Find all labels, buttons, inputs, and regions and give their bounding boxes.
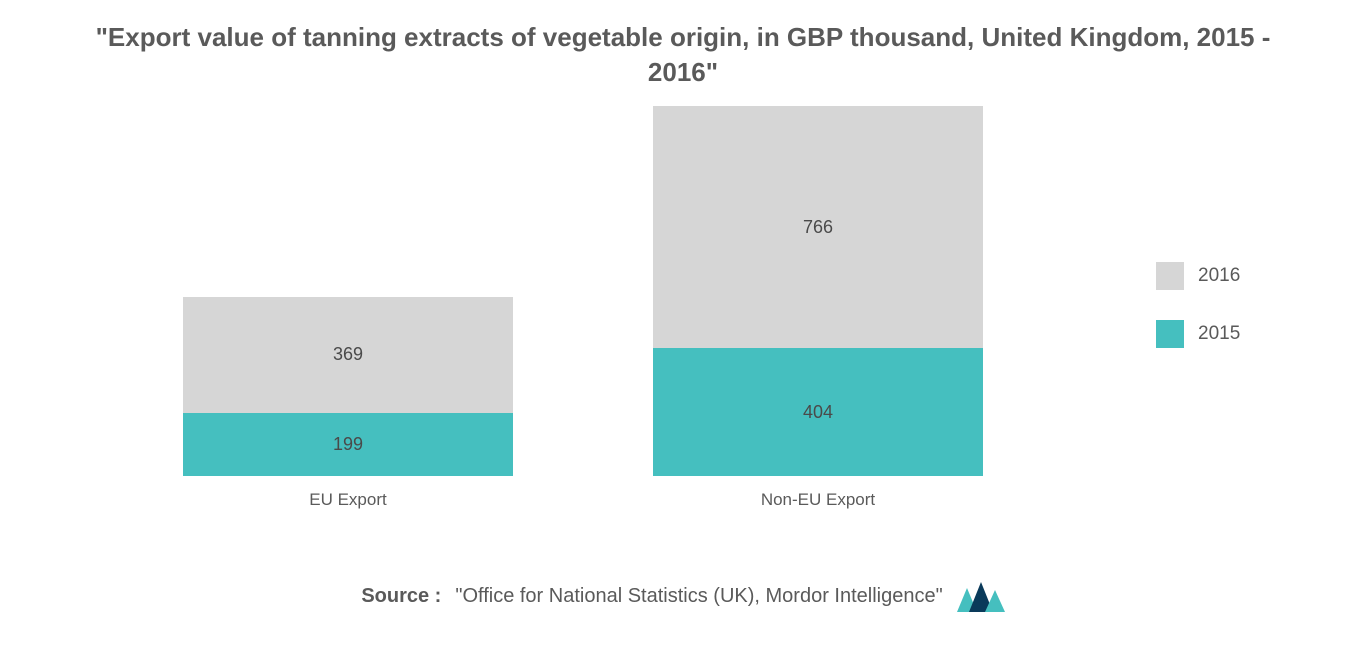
legend-item: 2015: [1156, 320, 1326, 348]
mordor-logo-icon: [957, 580, 1005, 612]
source-label: Source :: [361, 585, 441, 608]
category-label: Non-EU Export: [761, 490, 875, 510]
bar-group: 404766 Non-EU Export: [653, 106, 983, 510]
chart-title: "Export value of tanning extracts of veg…: [83, 20, 1283, 90]
source-row: Source : "Office for National Statistics…: [40, 580, 1326, 612]
legend-swatch: [1156, 320, 1184, 348]
bar-stack: 199369: [183, 297, 513, 477]
bar-stack: 404766: [653, 106, 983, 476]
legend: 2016 2015: [1126, 100, 1326, 510]
bar-segment: 199: [183, 413, 513, 476]
chart-container: "Export value of tanning extracts of veg…: [0, 0, 1366, 655]
plot-row: 199369EU Export404766Non-EU Export 20162…: [40, 100, 1326, 510]
legend-label: 2016: [1198, 265, 1240, 287]
plot-area: 199369 EU Export 404766 Non-EU Export: [40, 100, 1126, 510]
legend-item: 2016: [1156, 262, 1326, 290]
bar-segment: 766: [653, 106, 983, 348]
bar-segment: 369: [183, 297, 513, 414]
bar-group: 199369 EU Export: [183, 297, 513, 511]
category-label: EU Export: [309, 490, 386, 510]
source-text: "Office for National Statistics (UK), Mo…: [455, 585, 942, 608]
bar-segment: 404: [653, 348, 983, 476]
legend-label: 2015: [1198, 323, 1240, 345]
legend-swatch: [1156, 262, 1184, 290]
